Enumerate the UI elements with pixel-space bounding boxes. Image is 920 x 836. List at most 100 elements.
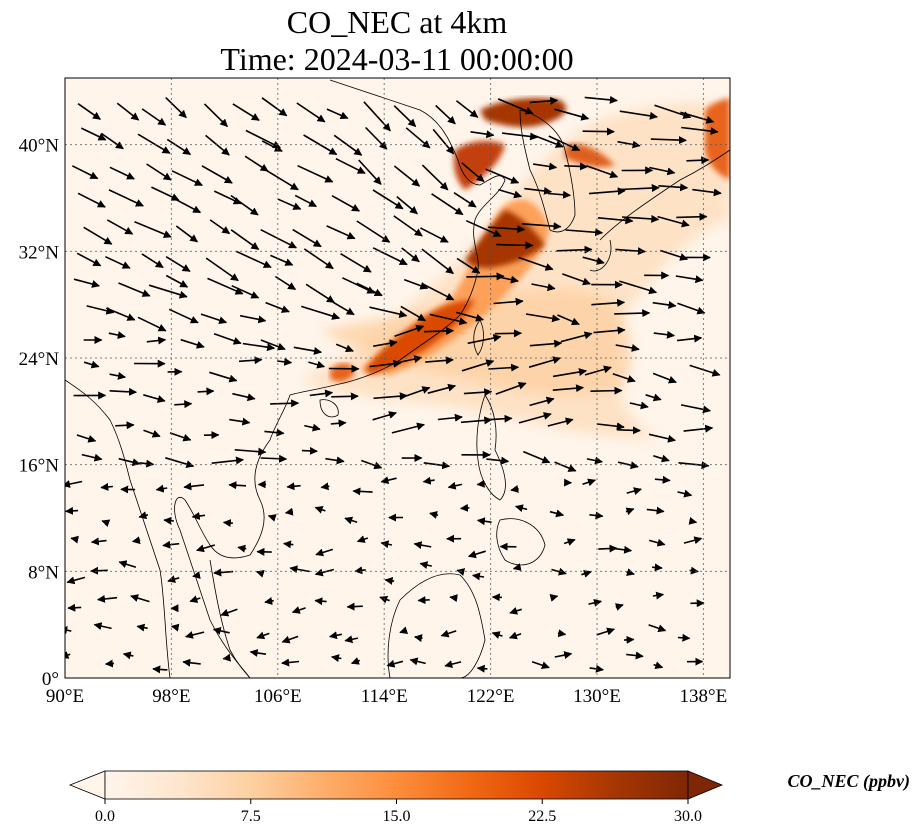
wind-arrow (232, 392, 256, 402)
wind-arrow (619, 184, 660, 193)
gridlines (65, 78, 730, 678)
wind-arrow (393, 105, 417, 128)
wind-arrow (297, 164, 334, 183)
wind-arrow (612, 545, 633, 554)
wind-arrow (105, 307, 136, 321)
wind-arrow (614, 603, 624, 611)
wind-arrow (189, 595, 201, 603)
wind-arrow (551, 567, 567, 576)
wind-arrow (401, 247, 420, 263)
wind-arrow (529, 96, 559, 105)
wind-arrow (654, 104, 692, 119)
wind-arrow (525, 313, 561, 323)
wind-arrow (508, 631, 522, 640)
wind-arrow (497, 98, 534, 115)
wind-arrow (220, 608, 238, 617)
wind-arrow (681, 126, 719, 136)
wind-arrow (626, 651, 644, 660)
wind-arrow (692, 188, 722, 197)
wind-arrow (65, 626, 72, 635)
wind-arrow (301, 305, 341, 320)
wind-arrow (93, 622, 112, 631)
wind-arrow (222, 519, 233, 528)
wind-arrow (304, 423, 321, 432)
wind-arrow (582, 127, 615, 136)
wind-arrow (677, 302, 706, 315)
wind-arrow (163, 516, 174, 525)
wind-arrow (329, 631, 343, 640)
wind-arrow (281, 658, 300, 667)
wind-arrow (455, 311, 484, 322)
wind-arrow (106, 219, 134, 235)
wind-arrow (557, 314, 580, 326)
wind-arrow (228, 481, 247, 490)
wind-arrow (423, 326, 455, 335)
wind-arrow (502, 132, 539, 141)
wind-arrow (151, 186, 180, 201)
x-tick-label: 130°E (573, 686, 621, 707)
wind-arrow (626, 487, 642, 495)
wind-arrow (615, 344, 640, 352)
wind-arrow (470, 130, 495, 139)
wind-arrow (365, 126, 388, 150)
wind-arrow (472, 572, 485, 581)
wind-arrow (180, 338, 205, 349)
wind-arrow (372, 189, 404, 210)
wind-arrow (213, 190, 242, 205)
wind-arrow (658, 183, 689, 192)
wind-arrow (493, 297, 524, 306)
wind-arrow (284, 507, 294, 516)
wind-arrow (90, 566, 108, 575)
wind-arrow (305, 283, 335, 304)
wind-arrow (653, 330, 675, 339)
wind-arrow (493, 275, 519, 284)
wind-arrow (386, 659, 404, 668)
coastline-hainan (319, 399, 339, 418)
wind-arrow (115, 421, 135, 430)
y-tick-label: 32°N (19, 242, 60, 263)
wind-arrow (444, 660, 462, 669)
wind-arrow (137, 316, 167, 332)
wind-arrow (589, 664, 604, 673)
wind-arrow (564, 162, 588, 171)
wind-arrow (261, 140, 283, 152)
wind-arrow (373, 392, 408, 401)
colorbar-tick-label: 7.5 (241, 808, 261, 825)
wind-arrow (332, 301, 355, 316)
wind-arrow (548, 135, 581, 152)
wind-arrow (676, 334, 703, 343)
wind-arrow (209, 219, 231, 235)
wind-arrow (83, 226, 113, 245)
wind-arrow (286, 482, 301, 491)
x-tick-label: 138°E (680, 686, 728, 707)
wind-arrow (422, 476, 435, 485)
wind-arrow (460, 503, 470, 512)
wind-arrow (270, 254, 294, 266)
wind-arrow (265, 301, 290, 313)
wind-arrow (263, 168, 299, 191)
wind-arrow (680, 111, 715, 124)
wind-arrow (90, 537, 107, 546)
wind-arrow (260, 228, 298, 249)
wind-arrow (413, 541, 432, 550)
wind-arrow (432, 128, 455, 155)
wind-arrow (612, 372, 636, 383)
wind-arrow (652, 372, 677, 384)
wind-arrow (680, 404, 711, 414)
wind-arrow (657, 215, 690, 228)
wind-arrow (654, 475, 671, 484)
wind-arrow (100, 132, 124, 150)
wind-arrow (554, 651, 573, 660)
wind-arrow (356, 535, 369, 543)
wind-arrow (141, 108, 167, 126)
wind-arrow (419, 561, 432, 569)
map-panel: 90°E 98°E 106°E 114°E 122°E 130°E 138°E 0° 8°N 1… (19, 77, 731, 707)
wind-arrow (476, 479, 486, 488)
wind-arrow (201, 165, 233, 184)
wind-arrow (331, 195, 360, 212)
wind-arrow (440, 629, 457, 638)
wind-arrow (136, 623, 148, 632)
y-tick-label: 40°N (19, 136, 60, 157)
wind-arrow (130, 594, 150, 603)
wind-arrow (65, 506, 79, 515)
